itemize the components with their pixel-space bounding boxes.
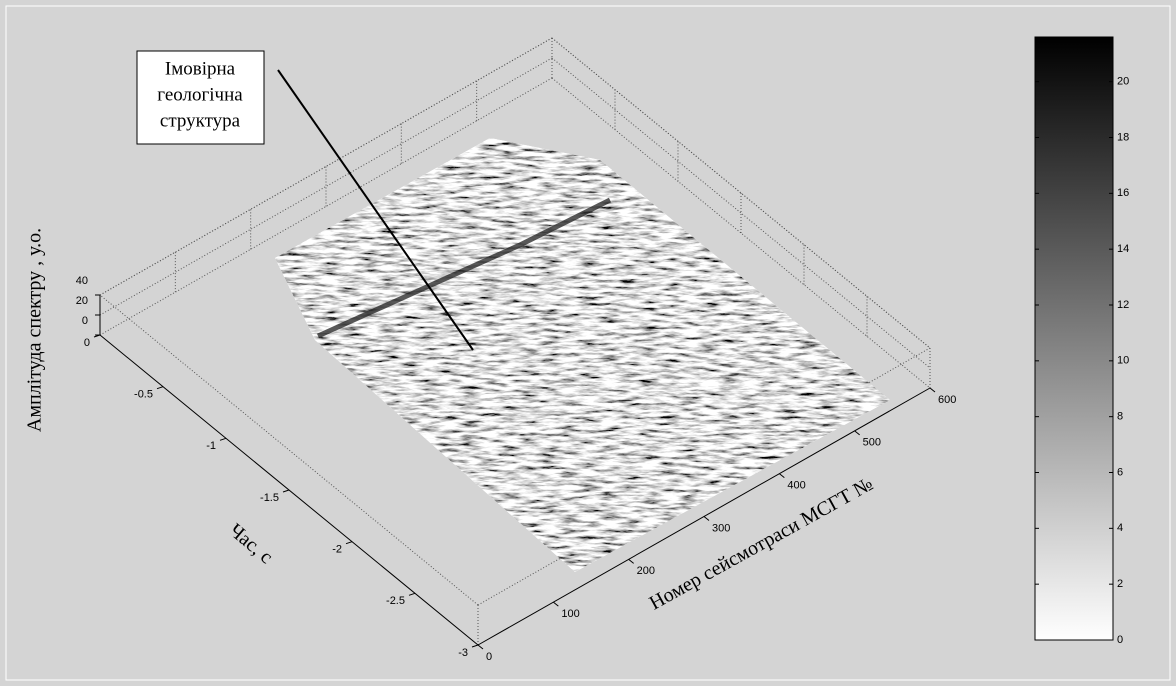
x-tick-label: 200: [637, 565, 655, 577]
y-tick-label: -1.5: [260, 492, 279, 504]
colorbar-tick-label: 4: [1117, 522, 1123, 534]
colorbar-tick-label: 20: [1117, 76, 1129, 88]
colorbar-tick-label: 18: [1117, 131, 1129, 143]
annotation-line: структура: [160, 110, 241, 131]
colorbar-tick-label: 12: [1117, 299, 1129, 311]
y-tick-label: -2: [332, 544, 342, 556]
y-tick-label: -0.5: [134, 389, 153, 401]
colorbar-tick-label: 14: [1117, 243, 1129, 255]
z-tick-label: 40: [76, 275, 88, 287]
figure: 0100200300400500600-3-2.5-2-1.5-1-0.5002…: [0, 0, 1176, 686]
colorbar: [1035, 37, 1113, 640]
y-tick-label: -2.5: [386, 595, 405, 607]
x-tick-label: 300: [712, 522, 730, 534]
colorbar-tick-label: 6: [1117, 466, 1123, 478]
colorbar-tick-label: 8: [1117, 411, 1123, 423]
x-tick-label: 500: [863, 437, 881, 449]
colorbar-tick-label: 10: [1117, 355, 1129, 367]
annotation-line: геологічна: [157, 84, 243, 105]
annotation-line: Імовірна: [165, 58, 236, 79]
colorbar-tick-label: 16: [1117, 187, 1129, 199]
z-axis-label: Амплітуда спектру , у.о.: [24, 228, 46, 432]
z-tick-label: 0: [82, 315, 88, 327]
y-tick-label: 0: [84, 337, 90, 349]
colorbar-tick-label: 0: [1117, 634, 1123, 646]
x-tick-label: 600: [938, 394, 956, 406]
x-tick-label: 400: [787, 480, 805, 492]
x-tick-label: 100: [561, 608, 579, 620]
z-tick-label: 20: [76, 295, 88, 307]
colorbar-tick-label: 2: [1117, 578, 1123, 590]
y-tick-label: -1: [206, 440, 216, 452]
x-tick-label: 0: [486, 651, 492, 663]
y-tick-label: -3: [458, 647, 468, 659]
